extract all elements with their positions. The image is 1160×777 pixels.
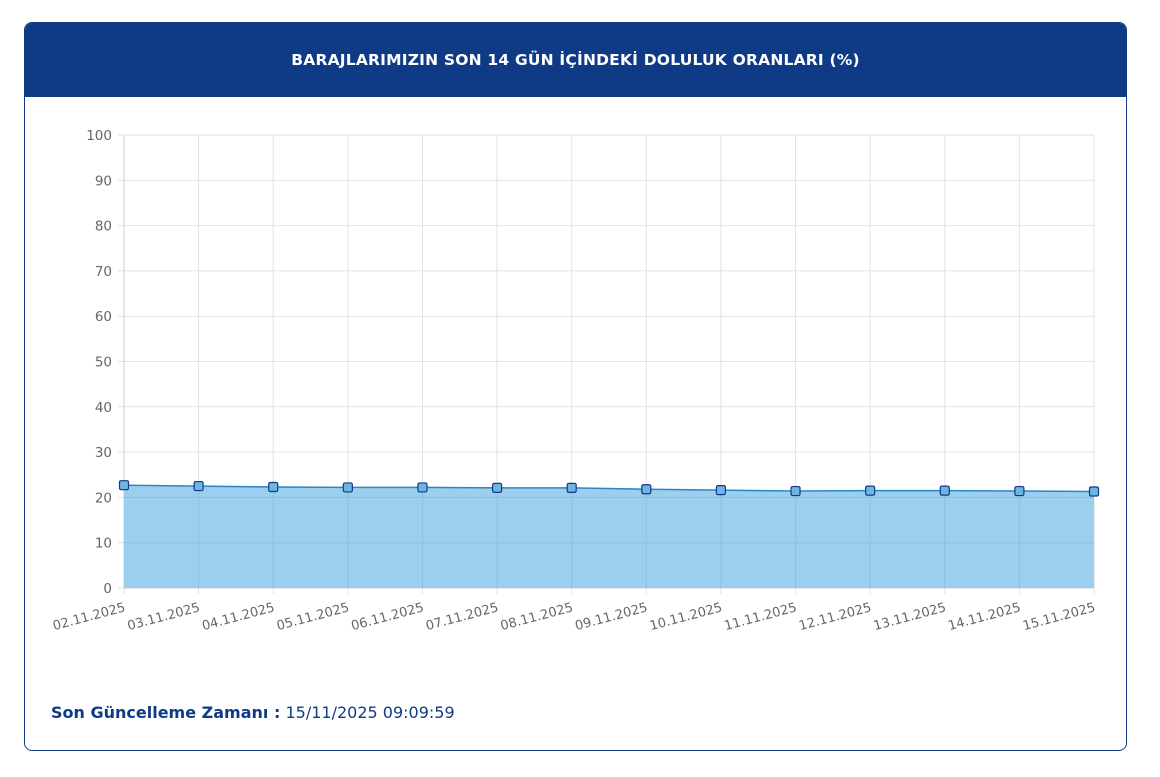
data-point <box>342 482 353 493</box>
x-tick-label: 03.11.2025 <box>126 600 202 634</box>
y-tick-label: 20 <box>95 490 112 506</box>
chart-title: BARAJLARIMIZIN SON 14 GÜN İÇİNDEKİ DOLUL… <box>291 51 860 69</box>
series-line <box>123 484 1095 493</box>
data-point <box>1088 486 1100 497</box>
x-tick-label: 05.11.2025 <box>275 600 351 634</box>
data-point <box>268 481 279 493</box>
last-update-label: Son Güncelleme Zamanı : <box>51 703 281 722</box>
occupancy-area-chart: 0 10 20 30 40 50 60 70 80 90 100 02.11.202503.11.20… <box>51 128 1100 634</box>
last-update-value: 15/11/2025 09:09:59 <box>285 703 455 722</box>
x-tick-label: 12.11.2025 <box>797 600 873 634</box>
x-tick-label: 14.11.2025 <box>947 600 1023 634</box>
data-point <box>865 485 876 496</box>
y-tick-label: 0 <box>103 581 112 597</box>
series-area <box>124 485 1094 588</box>
y-tick-label: 10 <box>95 536 112 552</box>
data-point <box>790 485 801 497</box>
y-tick-label: 100 <box>86 128 112 144</box>
x-tick-label: 04.11.2025 <box>200 600 276 634</box>
data-point <box>193 480 204 492</box>
data-point <box>715 485 727 496</box>
x-tick-label: 02.11.2025 <box>51 600 127 634</box>
chart-card: BARAJLARIMIZIN SON 14 GÜN İÇİNDEKİ DOLUL… <box>24 22 1127 751</box>
x-tick-label: 09.11.2025 <box>574 600 650 634</box>
y-tick-label: 60 <box>95 309 112 325</box>
y-tick-label: 30 <box>95 445 112 461</box>
data-point <box>641 484 652 495</box>
y-tick-label: 70 <box>95 264 112 280</box>
data-point <box>118 480 130 491</box>
x-tick-label: 06.11.2025 <box>350 600 426 634</box>
x-tick-label: 10.11.2025 <box>648 600 724 634</box>
data-point <box>939 485 950 496</box>
y-tick-label: 40 <box>95 400 112 416</box>
data-point <box>417 482 428 493</box>
chart-area: 0 10 20 30 40 50 60 70 80 90 100 02.11.2025 03.11.20… <box>25 97 1126 657</box>
x-tick-label: 15.11.2025 <box>1021 600 1097 634</box>
data-point <box>491 482 503 493</box>
y-tick-label: 90 <box>95 173 112 189</box>
y-tick-label: 50 <box>95 355 112 371</box>
data-point <box>566 482 577 493</box>
data-point <box>1014 485 1025 497</box>
card-header: BARAJLARIMIZIN SON 14 GÜN İÇİNDEKİ DOLUL… <box>25 23 1126 97</box>
x-tick-label: 13.11.2025 <box>872 600 948 634</box>
last-update: Son Güncelleme Zamanı : 15/11/2025 09:09… <box>51 703 455 722</box>
x-tick-label: 07.11.2025 <box>424 600 500 634</box>
x-tick-label: 11.11.2025 <box>723 600 799 634</box>
y-tick-label: 80 <box>95 219 112 235</box>
x-tick-label: 08.11.2025 <box>499 600 575 634</box>
